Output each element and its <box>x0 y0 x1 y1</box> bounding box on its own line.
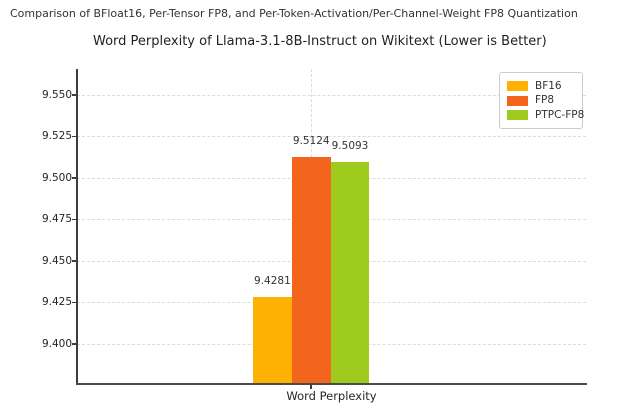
x-tick-mark <box>310 385 312 389</box>
y-tick-mark <box>72 301 76 304</box>
bar-value-label-bf16: 9.4281 <box>254 275 291 288</box>
x-axis-label: Word Perplexity <box>286 389 377 403</box>
plot-area: Word Perplexity 9.400 9.425 9.450 9.475 9.50… <box>42 69 587 403</box>
y-tick-label: 9.400 <box>41 337 72 350</box>
legend-swatch-ptpc-fp8 <box>507 110 528 120</box>
bar-ptpc-fp8 <box>330 162 370 383</box>
legend-label-ptpc-fp8: PTPC-FP8 <box>535 108 585 121</box>
legend-item-ptpc-fp8: PTPC-FP8 <box>507 109 584 122</box>
chart-suptitle: Comparison of BFloat16, Per-Tensor FP8, … <box>10 7 578 20</box>
legend-swatch-fp8 <box>507 95 528 106</box>
chart-title: Word Perplexity of Llama-3.1-8B-Instruct… <box>93 34 547 49</box>
legend-swatch-bf16 <box>507 81 528 91</box>
legend-label-bf16: BF16 <box>535 79 562 92</box>
y-tick-label: 9.425 <box>41 296 72 309</box>
bar-value-label-fp8: 9.5124 <box>292 135 330 148</box>
y-gridline <box>77 136 586 138</box>
bar-value-label-ptpc-fp8: 9.5093 <box>331 140 369 153</box>
legend-item-fp8: FP8 <box>507 94 575 107</box>
y-tick-label: 9.450 <box>41 254 72 267</box>
y-tick-mark <box>72 135 76 138</box>
y-tick-mark <box>72 260 76 262</box>
y-tick-label: 9.500 <box>41 171 72 184</box>
x-axis-spine <box>76 383 587 385</box>
y-axis-spine <box>76 69 78 385</box>
legend-label-fp8: FP8 <box>535 94 555 106</box>
bar-bf16 <box>253 297 292 383</box>
y-tick-mark <box>72 343 76 345</box>
bar-fp8 <box>291 157 331 383</box>
y-tick-mark <box>72 218 76 221</box>
y-tick-label: 9.550 <box>41 88 72 101</box>
y-tick-label: 9.475 <box>41 213 72 226</box>
legend: BF16 FP8 PTPC-FP8 <box>499 72 584 129</box>
legend-item-bf16: BF16 <box>507 80 575 93</box>
y-tick-mark <box>72 94 76 96</box>
y-tick-mark <box>72 177 76 179</box>
y-tick-label: 9.525 <box>41 130 72 143</box>
y-gridline <box>77 94 586 96</box>
